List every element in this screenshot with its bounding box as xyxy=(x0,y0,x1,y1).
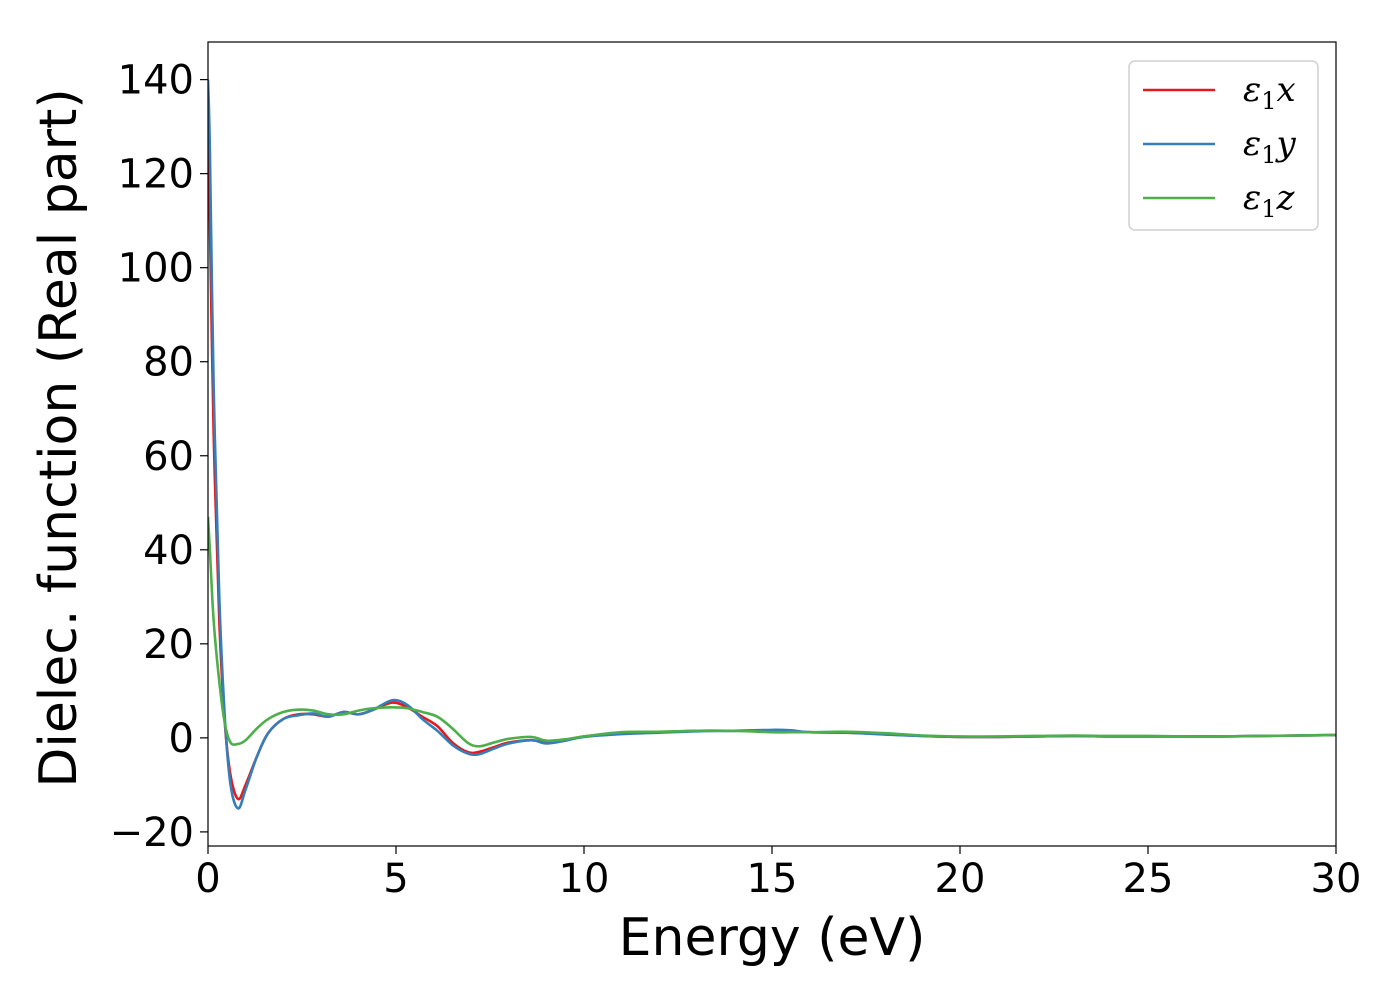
x-axis-title: Energy (eV) xyxy=(619,908,926,968)
y-axis-title: Dielec. function (Real part) xyxy=(29,88,89,787)
y-tick-label: 120 xyxy=(118,152,194,198)
y-tick-label: 20 xyxy=(143,622,194,668)
x-tick-label: 30 xyxy=(1311,856,1362,902)
legend: ε1x ε1y ε1z xyxy=(1128,60,1319,231)
y-tick-label: 60 xyxy=(143,434,194,480)
legend-label-y: ε1y xyxy=(1243,124,1297,169)
y-tick-label: 80 xyxy=(143,340,194,386)
y-tick-label: −20 xyxy=(110,810,194,856)
y-tick-label: 140 xyxy=(118,58,194,104)
legend-label-x: ε1x xyxy=(1243,70,1296,115)
y-axis: −20 0 20 40 60 80 100 120 140 xyxy=(110,58,208,856)
legend-box xyxy=(1128,60,1319,231)
x-tick-label: 5 xyxy=(383,856,408,902)
plot-lines xyxy=(208,79,1336,810)
x-tick-label: 10 xyxy=(559,856,610,902)
series-line-x xyxy=(208,145,1336,801)
legend-label-z: ε1z xyxy=(1243,178,1296,223)
x-tick-label: 0 xyxy=(195,856,220,902)
x-tick-label: 20 xyxy=(935,856,986,902)
x-tick-label: 15 xyxy=(747,856,798,902)
y-tick-label: 40 xyxy=(143,528,194,574)
series-line-z xyxy=(208,516,1336,748)
y-tick-label: 0 xyxy=(169,716,194,762)
x-axis: 0 5 10 15 20 25 30 xyxy=(195,846,1361,902)
y-tick-label: 100 xyxy=(118,246,194,292)
x-tick-label: 25 xyxy=(1123,856,1174,902)
